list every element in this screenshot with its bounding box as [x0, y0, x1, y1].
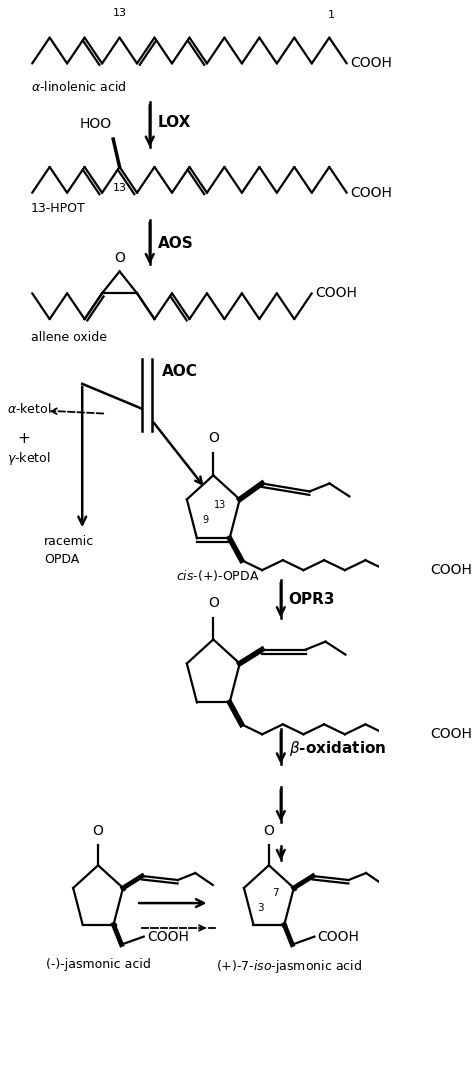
Text: allene oxide: allene oxide: [31, 331, 107, 344]
Text: LOX: LOX: [158, 115, 191, 130]
Text: O: O: [208, 431, 219, 446]
Text: 13-HPOT: 13-HPOT: [31, 202, 85, 214]
Text: $\gamma$-ketol: $\gamma$-ketol: [7, 450, 50, 467]
Text: 7: 7: [272, 888, 279, 898]
Text: HOO: HOO: [80, 117, 112, 131]
Text: COOH: COOH: [430, 727, 473, 741]
Text: OPDA: OPDA: [44, 553, 79, 566]
Text: AOC: AOC: [162, 363, 198, 378]
Text: COOH: COOH: [318, 929, 360, 943]
Text: 1: 1: [328, 10, 334, 19]
Text: 3: 3: [258, 903, 264, 913]
Text: COOH: COOH: [350, 57, 392, 71]
Text: 13: 13: [213, 501, 226, 510]
Text: $\alpha$-ketol: $\alpha$-ketol: [7, 402, 51, 416]
Text: COOH: COOH: [350, 185, 392, 199]
Text: COOH: COOH: [147, 929, 189, 943]
Text: racemic: racemic: [44, 535, 94, 548]
Text: (+)-7-$\it{iso}$-jasmonic acid: (+)-7-$\it{iso}$-jasmonic acid: [216, 957, 362, 974]
Text: 13: 13: [112, 183, 127, 193]
Text: O: O: [114, 252, 125, 266]
Text: 13: 13: [112, 8, 127, 18]
Text: (-)-jasmonic acid: (-)-jasmonic acid: [46, 957, 151, 971]
Text: COOH: COOH: [430, 563, 473, 577]
Text: O: O: [208, 596, 219, 610]
Text: +: +: [17, 431, 30, 446]
Text: AOS: AOS: [158, 236, 193, 251]
Text: O: O: [264, 824, 274, 838]
Text: $\it{cis}$-(+)-OPDA: $\it{cis}$-(+)-OPDA: [176, 568, 259, 583]
Text: COOH: COOH: [315, 286, 357, 300]
Text: 9: 9: [202, 515, 209, 525]
Text: $\alpha$-linolenic acid: $\alpha$-linolenic acid: [31, 80, 126, 94]
Text: OPR3: OPR3: [289, 592, 335, 607]
Text: $\beta$-oxidation: $\beta$-oxidation: [289, 740, 386, 758]
Text: O: O: [92, 824, 103, 838]
